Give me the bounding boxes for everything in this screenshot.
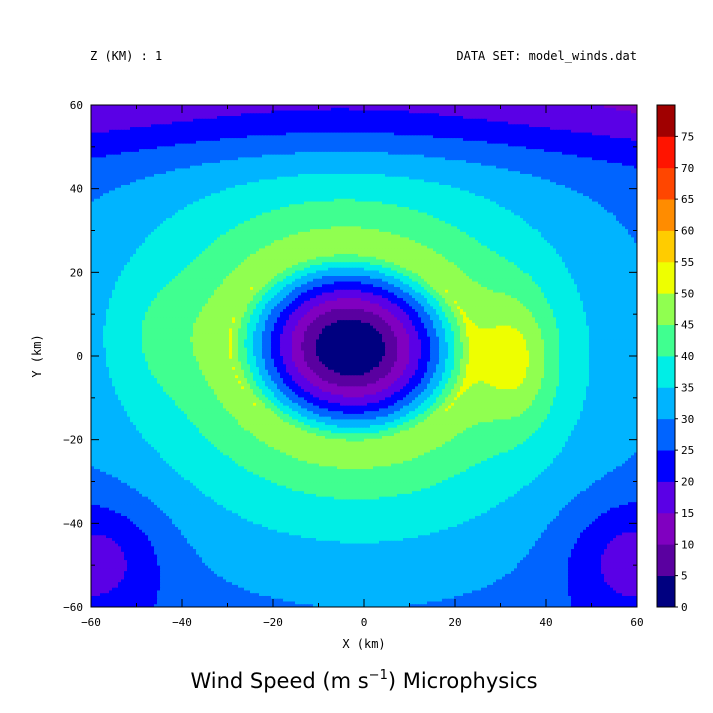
level-label: Z (KM) : 1 xyxy=(90,49,162,63)
chart-figure: Z (KM) : 1 DATA SET: model_winds.dat −60… xyxy=(0,0,713,713)
chart-svg: Z (KM) : 1 DATA SET: model_winds.dat −60… xyxy=(0,0,713,713)
contour-field xyxy=(91,105,638,608)
dataset-label: DATA SET: model_winds.dat xyxy=(456,49,637,63)
